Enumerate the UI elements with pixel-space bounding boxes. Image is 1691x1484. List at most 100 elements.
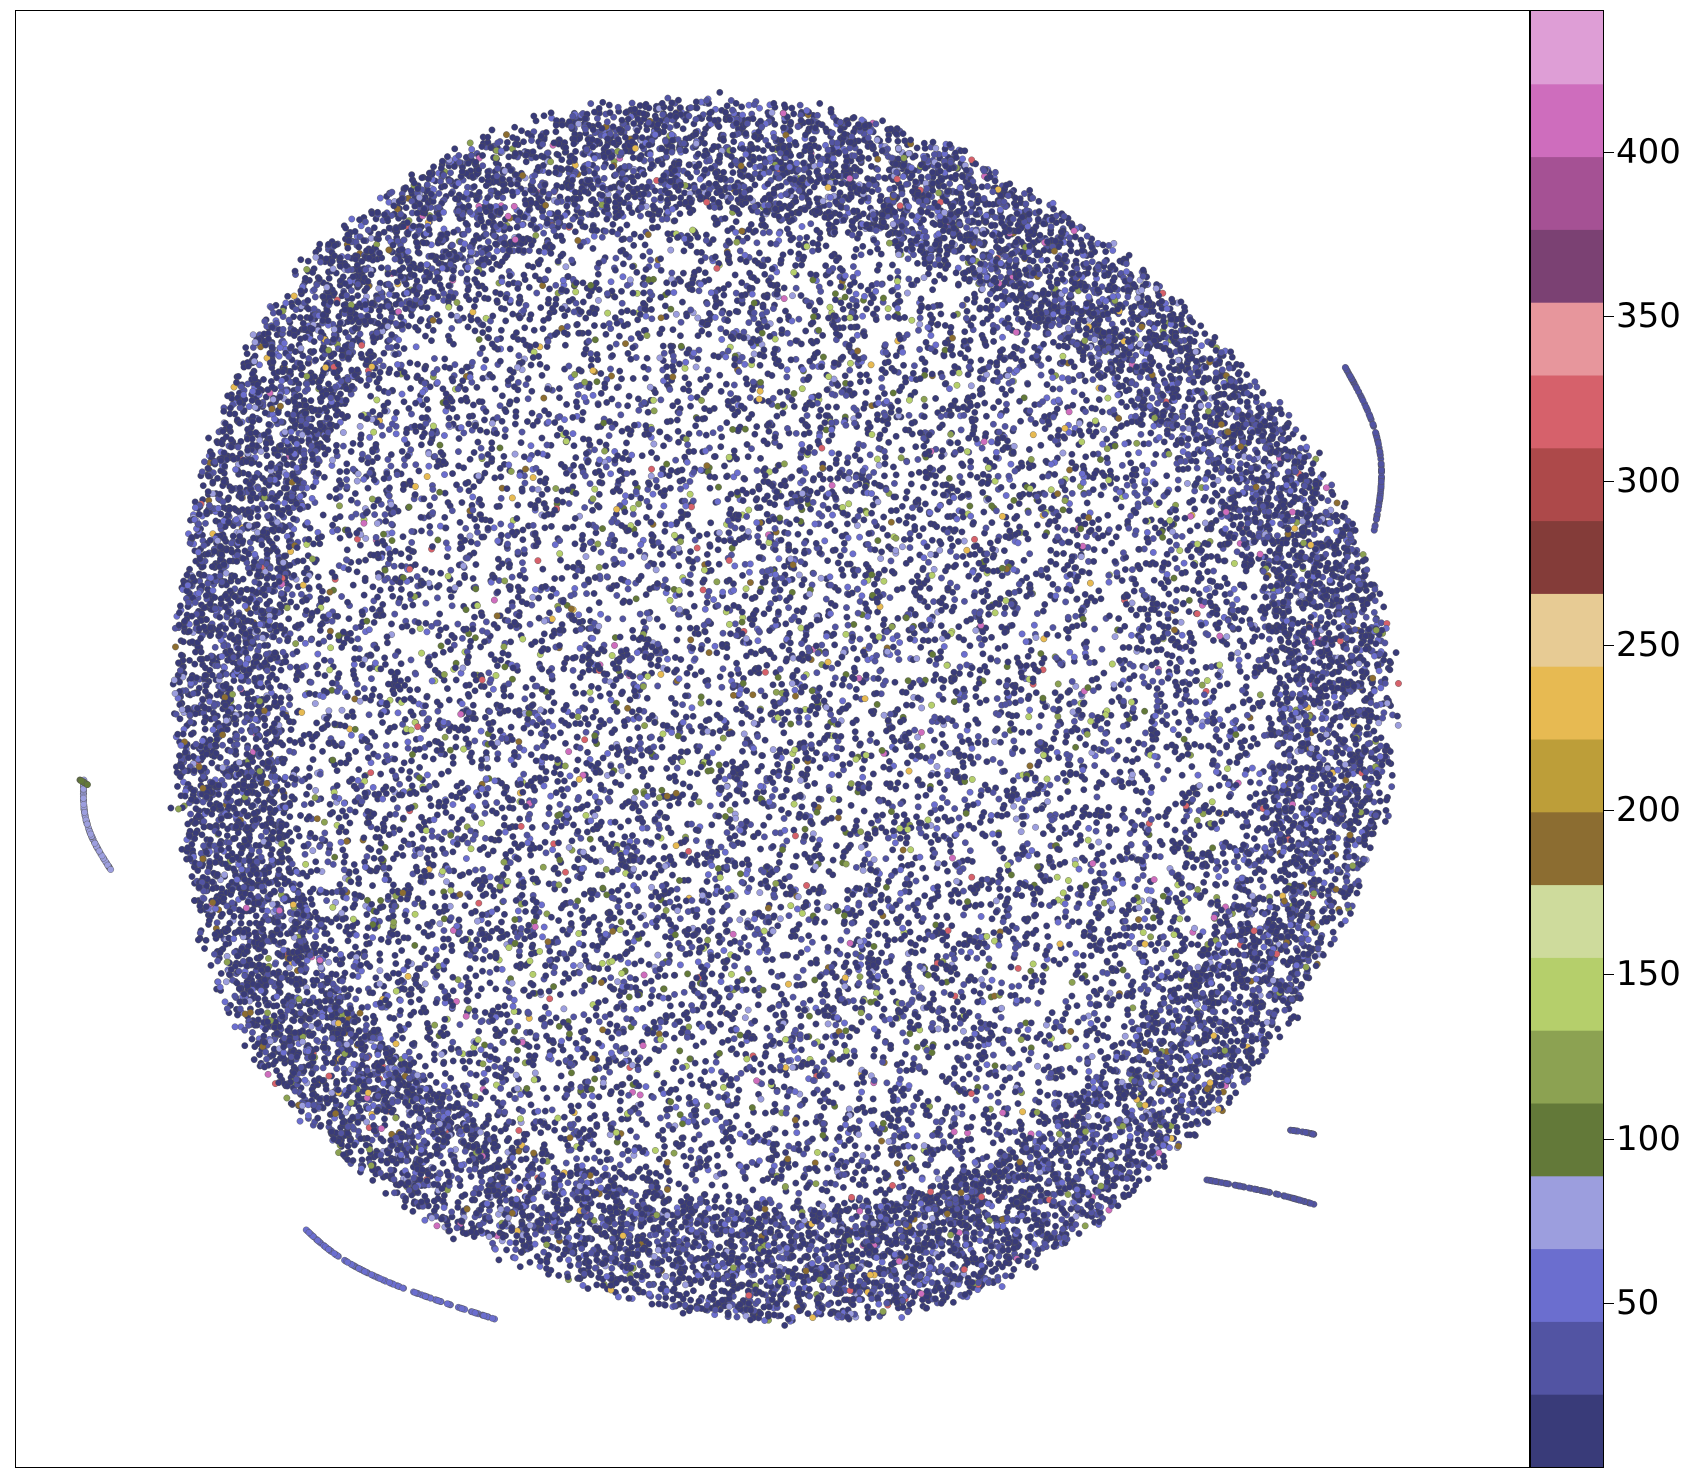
scatter-point — [1253, 740, 1261, 748]
scatter-point — [329, 861, 337, 868]
scatter-point — [642, 1163, 650, 1171]
scatter-point — [894, 779, 902, 787]
scatter-point — [1164, 898, 1172, 905]
scatter-point — [951, 596, 959, 603]
scatter-point — [412, 461, 420, 469]
scatter-point — [1258, 632, 1266, 640]
scatter-point — [806, 357, 814, 365]
scatter-point — [213, 919, 221, 927]
scatter-point — [1203, 677, 1211, 684]
scatter-point — [579, 914, 587, 922]
scatter-point — [900, 536, 908, 543]
scatter-point — [928, 701, 935, 709]
scatter-point — [873, 701, 881, 708]
scatter-point — [449, 987, 457, 995]
scatter-point — [668, 269, 676, 277]
scatter-point — [420, 835, 427, 843]
scatter-point — [711, 642, 719, 650]
scatter-point — [801, 825, 809, 833]
scatter-point — [771, 1125, 779, 1133]
scatter-point — [1047, 558, 1055, 565]
scatter-point — [397, 586, 405, 593]
scatter-point — [597, 389, 605, 397]
scatter-point — [424, 771, 431, 779]
scatter-point — [800, 1000, 807, 1007]
scatter-point — [441, 514, 449, 521]
scatter-point — [575, 1102, 582, 1110]
scatter-point — [1103, 719, 1111, 727]
scatter-point — [844, 520, 851, 528]
scatter-point — [715, 529, 723, 537]
scatter-point — [1200, 496, 1208, 504]
scatter-point — [555, 385, 563, 392]
scatter-point — [522, 158, 530, 166]
scatter-point — [793, 607, 801, 615]
scatter-point — [288, 591, 296, 598]
scatter-point — [604, 615, 612, 623]
scatter-point — [502, 317, 510, 325]
scatter-point — [1128, 631, 1135, 639]
scatter-point — [595, 563, 603, 571]
scatter-point — [849, 263, 857, 270]
scatter-point — [646, 1169, 653, 1177]
scatter-point — [630, 230, 638, 238]
scatter-point — [1316, 449, 1323, 457]
scatter-point — [879, 811, 886, 819]
scatter-point — [723, 653, 731, 661]
scatter-point — [427, 802, 435, 810]
scatter-point — [736, 916, 744, 924]
scatter-point — [731, 620, 739, 628]
scatter-point — [1072, 612, 1080, 620]
scatter-point — [1394, 721, 1402, 729]
scatter-point — [660, 1043, 668, 1050]
scatter-point — [921, 892, 929, 900]
scatter-point — [414, 686, 421, 693]
scatter-point — [362, 1015, 370, 1022]
scatter-point — [1035, 1079, 1042, 1086]
scatter-point — [790, 826, 798, 834]
scatter-point — [437, 642, 445, 650]
scatter-point — [721, 462, 728, 470]
scatter-point — [629, 178, 637, 185]
scatter-point — [524, 262, 532, 270]
scatter-point — [650, 440, 658, 448]
scatter-point — [415, 467, 423, 475]
scatter-point — [994, 645, 1002, 652]
scatter-point — [859, 1152, 867, 1159]
scatter-point — [942, 953, 950, 960]
scatter-point — [1312, 791, 1320, 799]
scatter-point — [1068, 459, 1076, 466]
scatter-point — [867, 730, 875, 738]
scatter-point — [1213, 726, 1220, 734]
scatter-point — [528, 824, 536, 831]
scatter-point — [444, 685, 451, 692]
scatter-point — [683, 669, 691, 677]
scatter-point — [816, 100, 824, 107]
scatter-point — [679, 780, 687, 788]
scatter-point — [951, 526, 959, 534]
scatter-point — [864, 1144, 872, 1152]
scatter-point — [639, 252, 647, 260]
scatter-point — [824, 1020, 832, 1028]
scatter-point — [621, 508, 629, 516]
scatter-point — [729, 1124, 737, 1132]
scatter-point — [1258, 1027, 1266, 1034]
scatter-point — [807, 731, 815, 739]
scatter-point — [839, 697, 847, 705]
scatter-point — [445, 414, 453, 422]
scatter-point — [1050, 957, 1058, 964]
scatter-point — [1339, 749, 1346, 757]
scatter-point — [1141, 707, 1149, 715]
scatter-point — [605, 432, 613, 440]
scatter-point — [223, 952, 231, 960]
scatter-point — [688, 943, 696, 951]
scatter-point — [519, 536, 527, 544]
scatter-point — [706, 802, 714, 810]
scatter-point — [564, 1179, 572, 1187]
scatter-point — [373, 396, 381, 404]
scatter-point — [864, 175, 871, 182]
scatter-point — [660, 855, 668, 862]
scatter-point — [631, 908, 639, 916]
scatter-point — [599, 98, 607, 106]
scatter-point — [600, 322, 608, 330]
